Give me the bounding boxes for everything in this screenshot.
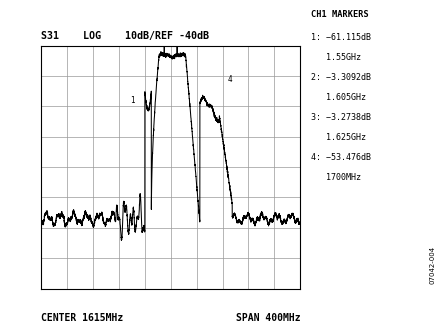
Text: CH1 MARKERS: CH1 MARKERS [310,10,368,19]
Text: S31    LOG    10dB/REF -40dB: S31 LOG 10dB/REF -40dB [41,31,209,41]
Text: 1: 1 [130,96,134,105]
Text: 4: 4 [227,75,232,83]
Text: SPAN 400MHz: SPAN 400MHz [235,313,299,323]
Text: 1.55GHz: 1.55GHz [310,53,360,62]
Text: 07042-004: 07042-004 [429,245,434,284]
Text: 1.605GHz: 1.605GHz [310,93,365,102]
Text: 1: −61.115dB: 1: −61.115dB [310,33,370,42]
Text: 3: −3.2738dB: 3: −3.2738dB [310,113,370,122]
Text: CENTER 1615MHz: CENTER 1615MHz [41,313,123,323]
Text: 2: −3.3092dB: 2: −3.3092dB [310,73,370,82]
Text: 1700MHz: 1700MHz [310,173,360,182]
Text: 1.625GHz: 1.625GHz [310,133,365,142]
Text: 4: −53.476dB: 4: −53.476dB [310,153,370,162]
